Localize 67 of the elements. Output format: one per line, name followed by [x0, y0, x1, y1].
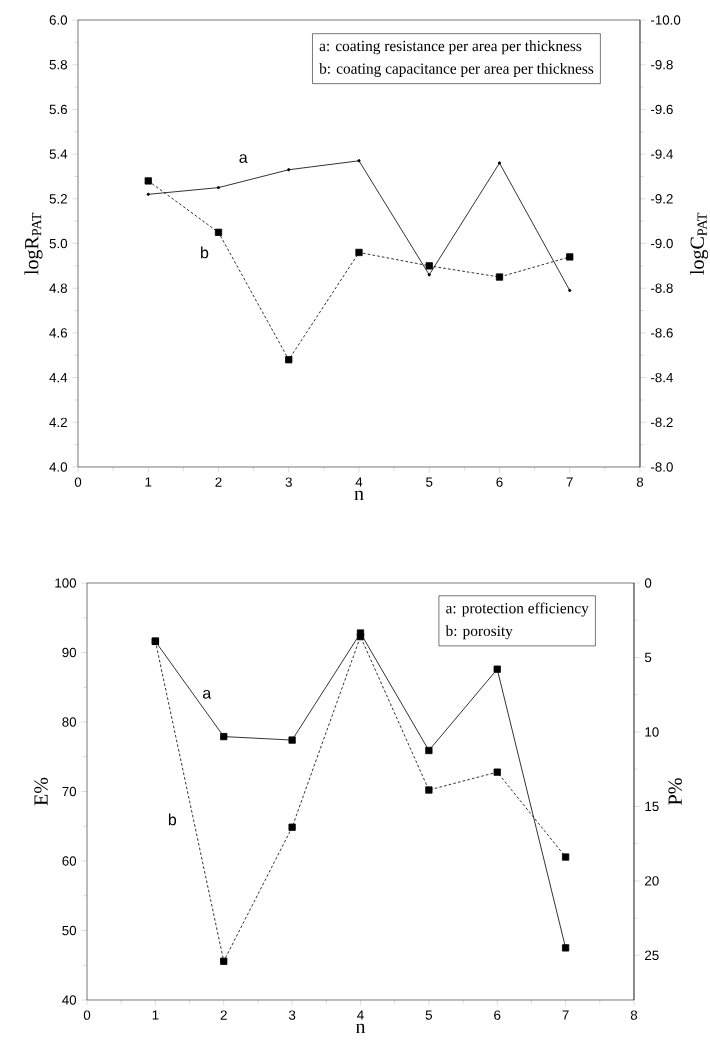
- y-tick-label: 40: [62, 995, 77, 1005]
- annotation: b: [168, 813, 177, 826]
- x-tick-label: 4: [357, 1010, 364, 1020]
- y-tick-label: 5.2: [49, 194, 67, 204]
- y-axis-title: logR$_{PAT}$: [24, 212, 43, 275]
- y2-tick-label: -9.4: [650, 149, 673, 159]
- y2-tick-label: 5: [644, 652, 652, 663]
- x-tick-label: 6: [494, 1010, 501, 1020]
- annotation: b: [201, 246, 209, 259]
- y-tick-label: 4.0: [49, 462, 68, 472]
- y-tick-label: 4.6: [49, 328, 68, 338]
- x-tick-label: 6: [496, 477, 503, 487]
- y-tick-label: 5.8: [49, 59, 68, 70]
- x-tick-label: 3: [285, 477, 292, 487]
- x-axis-title: n: [354, 490, 364, 501]
- y2-tick-label: 15: [645, 801, 659, 812]
- x-tick-label: 0: [83, 1010, 91, 1020]
- y2-axis-title: P%: [668, 778, 682, 805]
- annotation: a: coating resistance per area per thickness: [319, 40, 582, 55]
- x-tick-label: 4: [355, 477, 363, 487]
- y-tick-label: 5.4: [49, 149, 68, 159]
- y2-tick-label: -10.0: [650, 15, 681, 25]
- y-tick-label: 60: [62, 856, 77, 866]
- annotation: a: protection efficiency: [446, 602, 589, 617]
- y2-tick-label: 10: [645, 727, 659, 737]
- x-tick-label: 5: [426, 477, 433, 487]
- y-tick-label: 6.0: [49, 15, 68, 25]
- y-tick-label: 5.0: [49, 238, 68, 249]
- x-tick-label: 5: [425, 1010, 433, 1020]
- x-tick-label: 2: [215, 477, 222, 487]
- annotation: b: coating capacitance per area per thickness: [319, 63, 594, 77]
- x-tick-label: 7: [562, 1010, 569, 1020]
- y2-tick-label: -8.8: [650, 283, 673, 293]
- x-tick-label: 3: [288, 1010, 296, 1020]
- x-tick-label: 2: [220, 1010, 227, 1020]
- y2-tick-label: 20: [645, 876, 659, 886]
- y-tick-label: 100: [55, 578, 77, 588]
- annotation: a: [203, 689, 212, 699]
- y2-tick-label: -8.4: [650, 372, 673, 383]
- y-tick-label: 50: [62, 925, 77, 936]
- y-axis-title: E%: [34, 777, 48, 806]
- y-tick-label: 5.6: [49, 104, 68, 115]
- x-tick-label: 1: [152, 1010, 159, 1020]
- y2-tick-label: -8.6: [650, 328, 673, 338]
- annotation: b: porosity: [445, 625, 513, 640]
- y2-tick-label: -8.0: [650, 462, 673, 472]
- y-tick-label: 4.8: [49, 283, 68, 293]
- y-tick-label: 4.2: [49, 417, 67, 427]
- y-tick-label: 90: [62, 647, 77, 658]
- x-tick-label: 0: [74, 477, 82, 487]
- y2-tick-label: -8.2: [650, 417, 673, 428]
- y-tick-label: 80: [62, 717, 77, 727]
- x-tick-label: 8: [636, 477, 644, 487]
- y2-tick-label: 25: [645, 950, 659, 961]
- y-tick-label: 4.4: [49, 373, 68, 383]
- y-tick-label: 70: [62, 786, 77, 797]
- x-tick-label: 1: [145, 477, 152, 487]
- x-tick-label: 8: [630, 1010, 638, 1020]
- y2-tick-label: -9.6: [650, 104, 673, 115]
- y2-tick-label: 0: [644, 578, 652, 588]
- y2-tick-label: -9.8: [650, 59, 673, 70]
- y2-tick-label: -9.2: [650, 194, 673, 204]
- y2-tick-label: -9.0: [650, 238, 673, 249]
- x-tick-label: 7: [566, 477, 573, 487]
- y2-axis-title: logC$_{PAT}$: [689, 212, 709, 275]
- annotation: a: [239, 154, 248, 163]
- x-axis-title: n: [355, 1023, 366, 1034]
